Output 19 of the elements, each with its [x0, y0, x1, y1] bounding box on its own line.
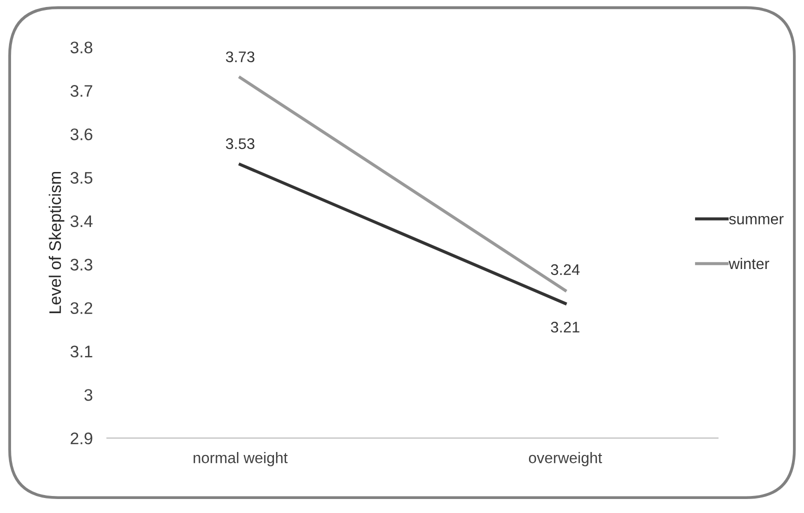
data-label: 3.21	[550, 322, 580, 333]
data-label: 3.73	[226, 51, 254, 62]
y-tick-label: 3.5	[70, 172, 92, 184]
y-tick-label: 3	[84, 389, 92, 401]
x-tick-label: overweight	[528, 452, 602, 466]
y-tick-label: 3.2	[70, 302, 92, 314]
y-tick-label: 2.9	[70, 432, 92, 444]
y-tick-label: 3.6	[70, 128, 92, 140]
y-tick-label: 3.7	[70, 85, 92, 97]
x-tick-label: normal weight	[194, 452, 288, 466]
y-tick-label: 3.4	[70, 215, 93, 228]
y-tick-label: 3.3	[70, 258, 92, 271]
data-label: 3.53	[226, 138, 254, 150]
legend-label: winter	[728, 258, 770, 270]
y-tick-label: 3.1	[70, 346, 92, 358]
data-label: 3.24	[550, 264, 580, 276]
legend-label: summer	[729, 216, 784, 224]
y-tick-label: 3.8	[70, 42, 92, 54]
y-axis-title: Level of Skepticism	[48, 172, 64, 314]
